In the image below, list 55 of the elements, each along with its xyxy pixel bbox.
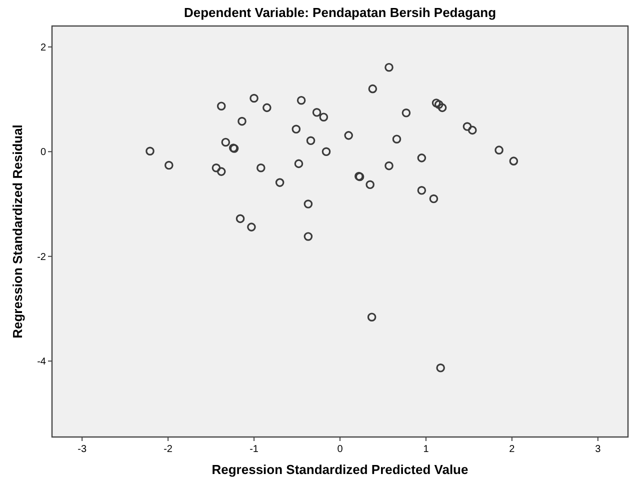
point: [366, 180, 374, 190]
point: [402, 108, 411, 118]
y-axis-title: Regression Standardized Residual: [10, 124, 25, 338]
point: [221, 138, 230, 147]
y-tick-label: 0: [40, 147, 46, 158]
point: [468, 126, 477, 135]
point: [384, 161, 394, 170]
point: [216, 167, 226, 176]
point: [432, 98, 441, 108]
point: [256, 163, 266, 172]
point: [429, 194, 438, 204]
y-tick-label: -4: [37, 356, 46, 368]
y-tick-label: -2: [37, 252, 46, 263]
x-tick-label: 1: [423, 444, 430, 455]
point: [319, 112, 328, 122]
y-tick-label: 2: [40, 42, 46, 54]
point: [247, 222, 256, 232]
point: [236, 214, 245, 224]
point: [494, 146, 504, 154]
point: [275, 178, 284, 187]
x-tick-label: 0: [337, 444, 344, 455]
point: [417, 154, 426, 162]
x-axis-title: Regression Standardized Predicted Value: [212, 462, 468, 477]
point: [462, 122, 472, 131]
point: [509, 156, 518, 166]
x-tick-label: -1: [250, 444, 259, 455]
point: [392, 134, 402, 144]
x-tick-label: -3: [78, 444, 87, 455]
point: [322, 147, 331, 156]
x-tick-label: -2: [164, 444, 173, 455]
point: [312, 108, 322, 117]
point: [304, 232, 313, 241]
point: [304, 200, 313, 208]
point: [438, 103, 447, 112]
point: [434, 100, 444, 109]
point: [146, 146, 154, 156]
point: [367, 312, 376, 322]
point: [306, 136, 316, 146]
point: [436, 363, 445, 372]
point: [344, 131, 353, 140]
point: [292, 124, 301, 134]
point: [238, 116, 246, 126]
point: [216, 102, 226, 111]
point: [368, 84, 378, 94]
point: [262, 103, 272, 112]
point: [296, 96, 306, 105]
x-tick-label: 3: [595, 444, 602, 455]
chart-title: Dependent Variable: Pendapatan Bersih Pedagang: [184, 5, 496, 20]
point: [384, 62, 394, 72]
point: [250, 94, 258, 103]
point: [212, 163, 221, 172]
point: [417, 186, 426, 195]
x-tick-label: 2: [509, 444, 516, 455]
point: [294, 159, 304, 168]
point: [164, 160, 174, 170]
